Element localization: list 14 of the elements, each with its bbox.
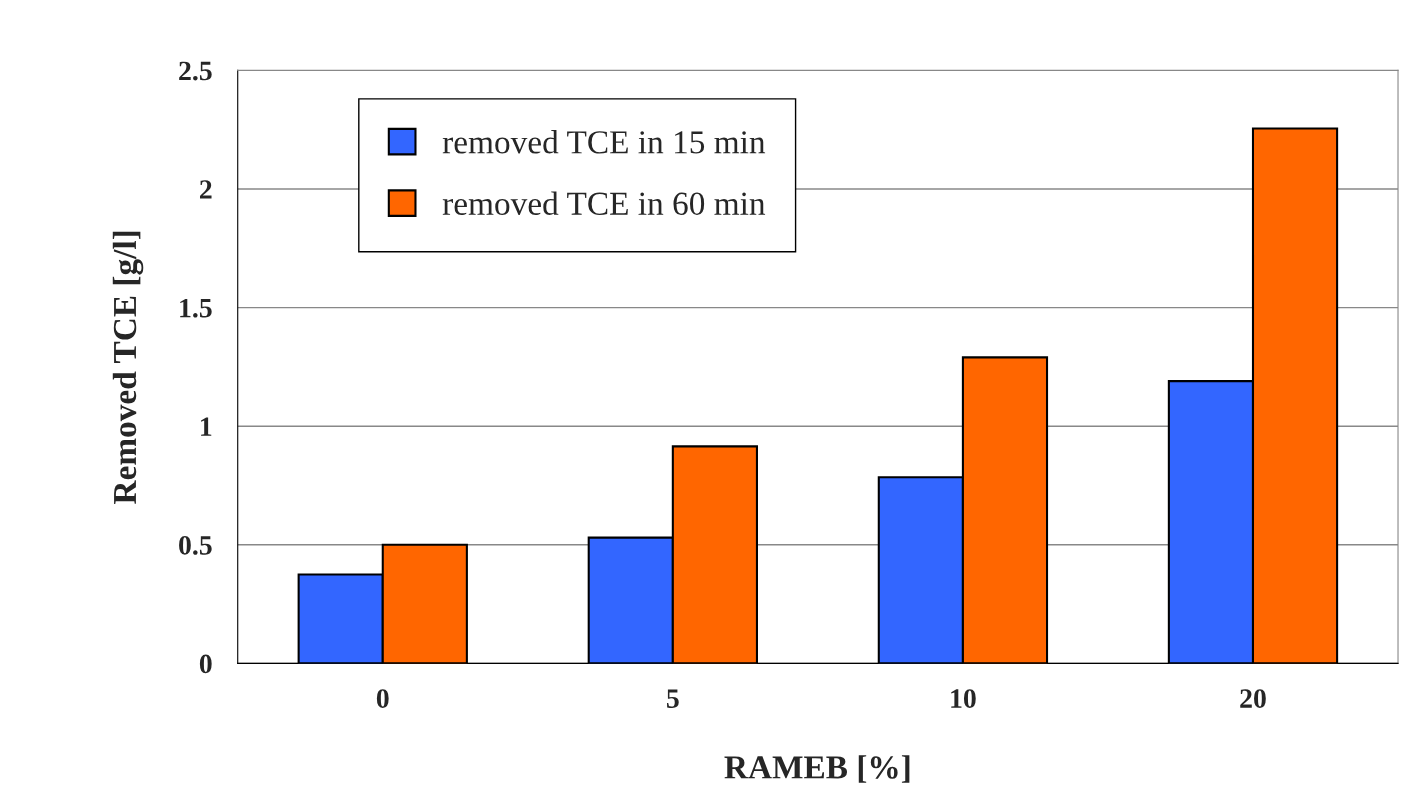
y-tick-label: 1	[201, 417, 212, 436]
x-tick-label: 0	[376, 689, 389, 708]
x-tick-label: 5	[667, 689, 679, 708]
y-tick-label: 1.5	[180, 298, 212, 318]
y-axis-title: Removed TCE [g/l]	[112, 231, 144, 504]
x-axis-title: RAMEB [%]	[724, 755, 910, 783]
y-tick-label: 0.5	[179, 535, 212, 555]
y-tick-label: 2	[200, 180, 212, 199]
y-tick-label: 0	[199, 654, 212, 674]
y-tick-label: 2.5	[179, 61, 212, 81]
x-tick-label: 20	[1240, 689, 1266, 708]
legend-label: removed TCE in 60 min	[442, 191, 766, 215]
legend-label: removed TCE in 15 min	[442, 130, 766, 154]
x-tick-label: 10	[951, 689, 976, 708]
